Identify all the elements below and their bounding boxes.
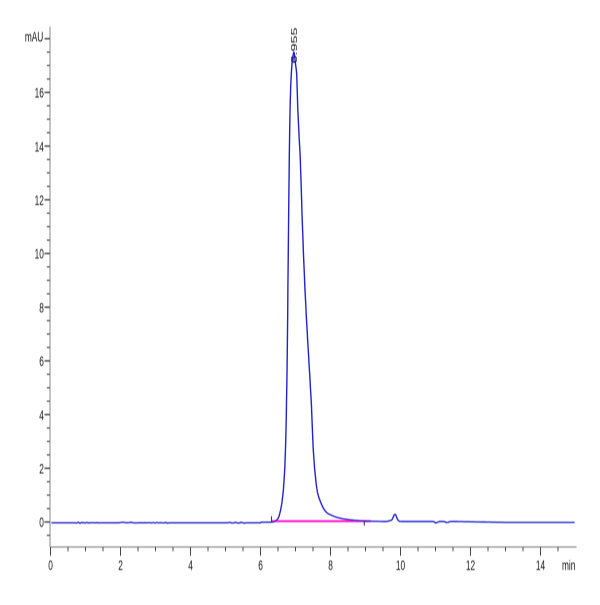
svg-text:8: 8 <box>328 559 333 573</box>
svg-text:mAU: mAU <box>25 31 43 45</box>
svg-text:4: 4 <box>39 409 44 423</box>
svg-text:2: 2 <box>118 559 123 573</box>
svg-text:8: 8 <box>39 302 44 316</box>
svg-text:16: 16 <box>35 87 44 101</box>
svg-text:12: 12 <box>466 559 475 573</box>
svg-text:10: 10 <box>35 248 44 262</box>
svg-text:12: 12 <box>35 194 44 208</box>
svg-text:min: min <box>562 559 575 573</box>
svg-text:6: 6 <box>258 559 263 573</box>
svg-text:4: 4 <box>188 559 193 573</box>
svg-text:2: 2 <box>39 463 44 477</box>
svg-text:6: 6 <box>39 355 44 369</box>
svg-text:0: 0 <box>39 516 44 530</box>
svg-text:14: 14 <box>536 559 545 573</box>
svg-text:14: 14 <box>35 140 44 154</box>
svg-text:6.955: 6.955 <box>290 27 299 64</box>
svg-text:0: 0 <box>48 559 53 573</box>
svg-text:10: 10 <box>396 559 405 573</box>
